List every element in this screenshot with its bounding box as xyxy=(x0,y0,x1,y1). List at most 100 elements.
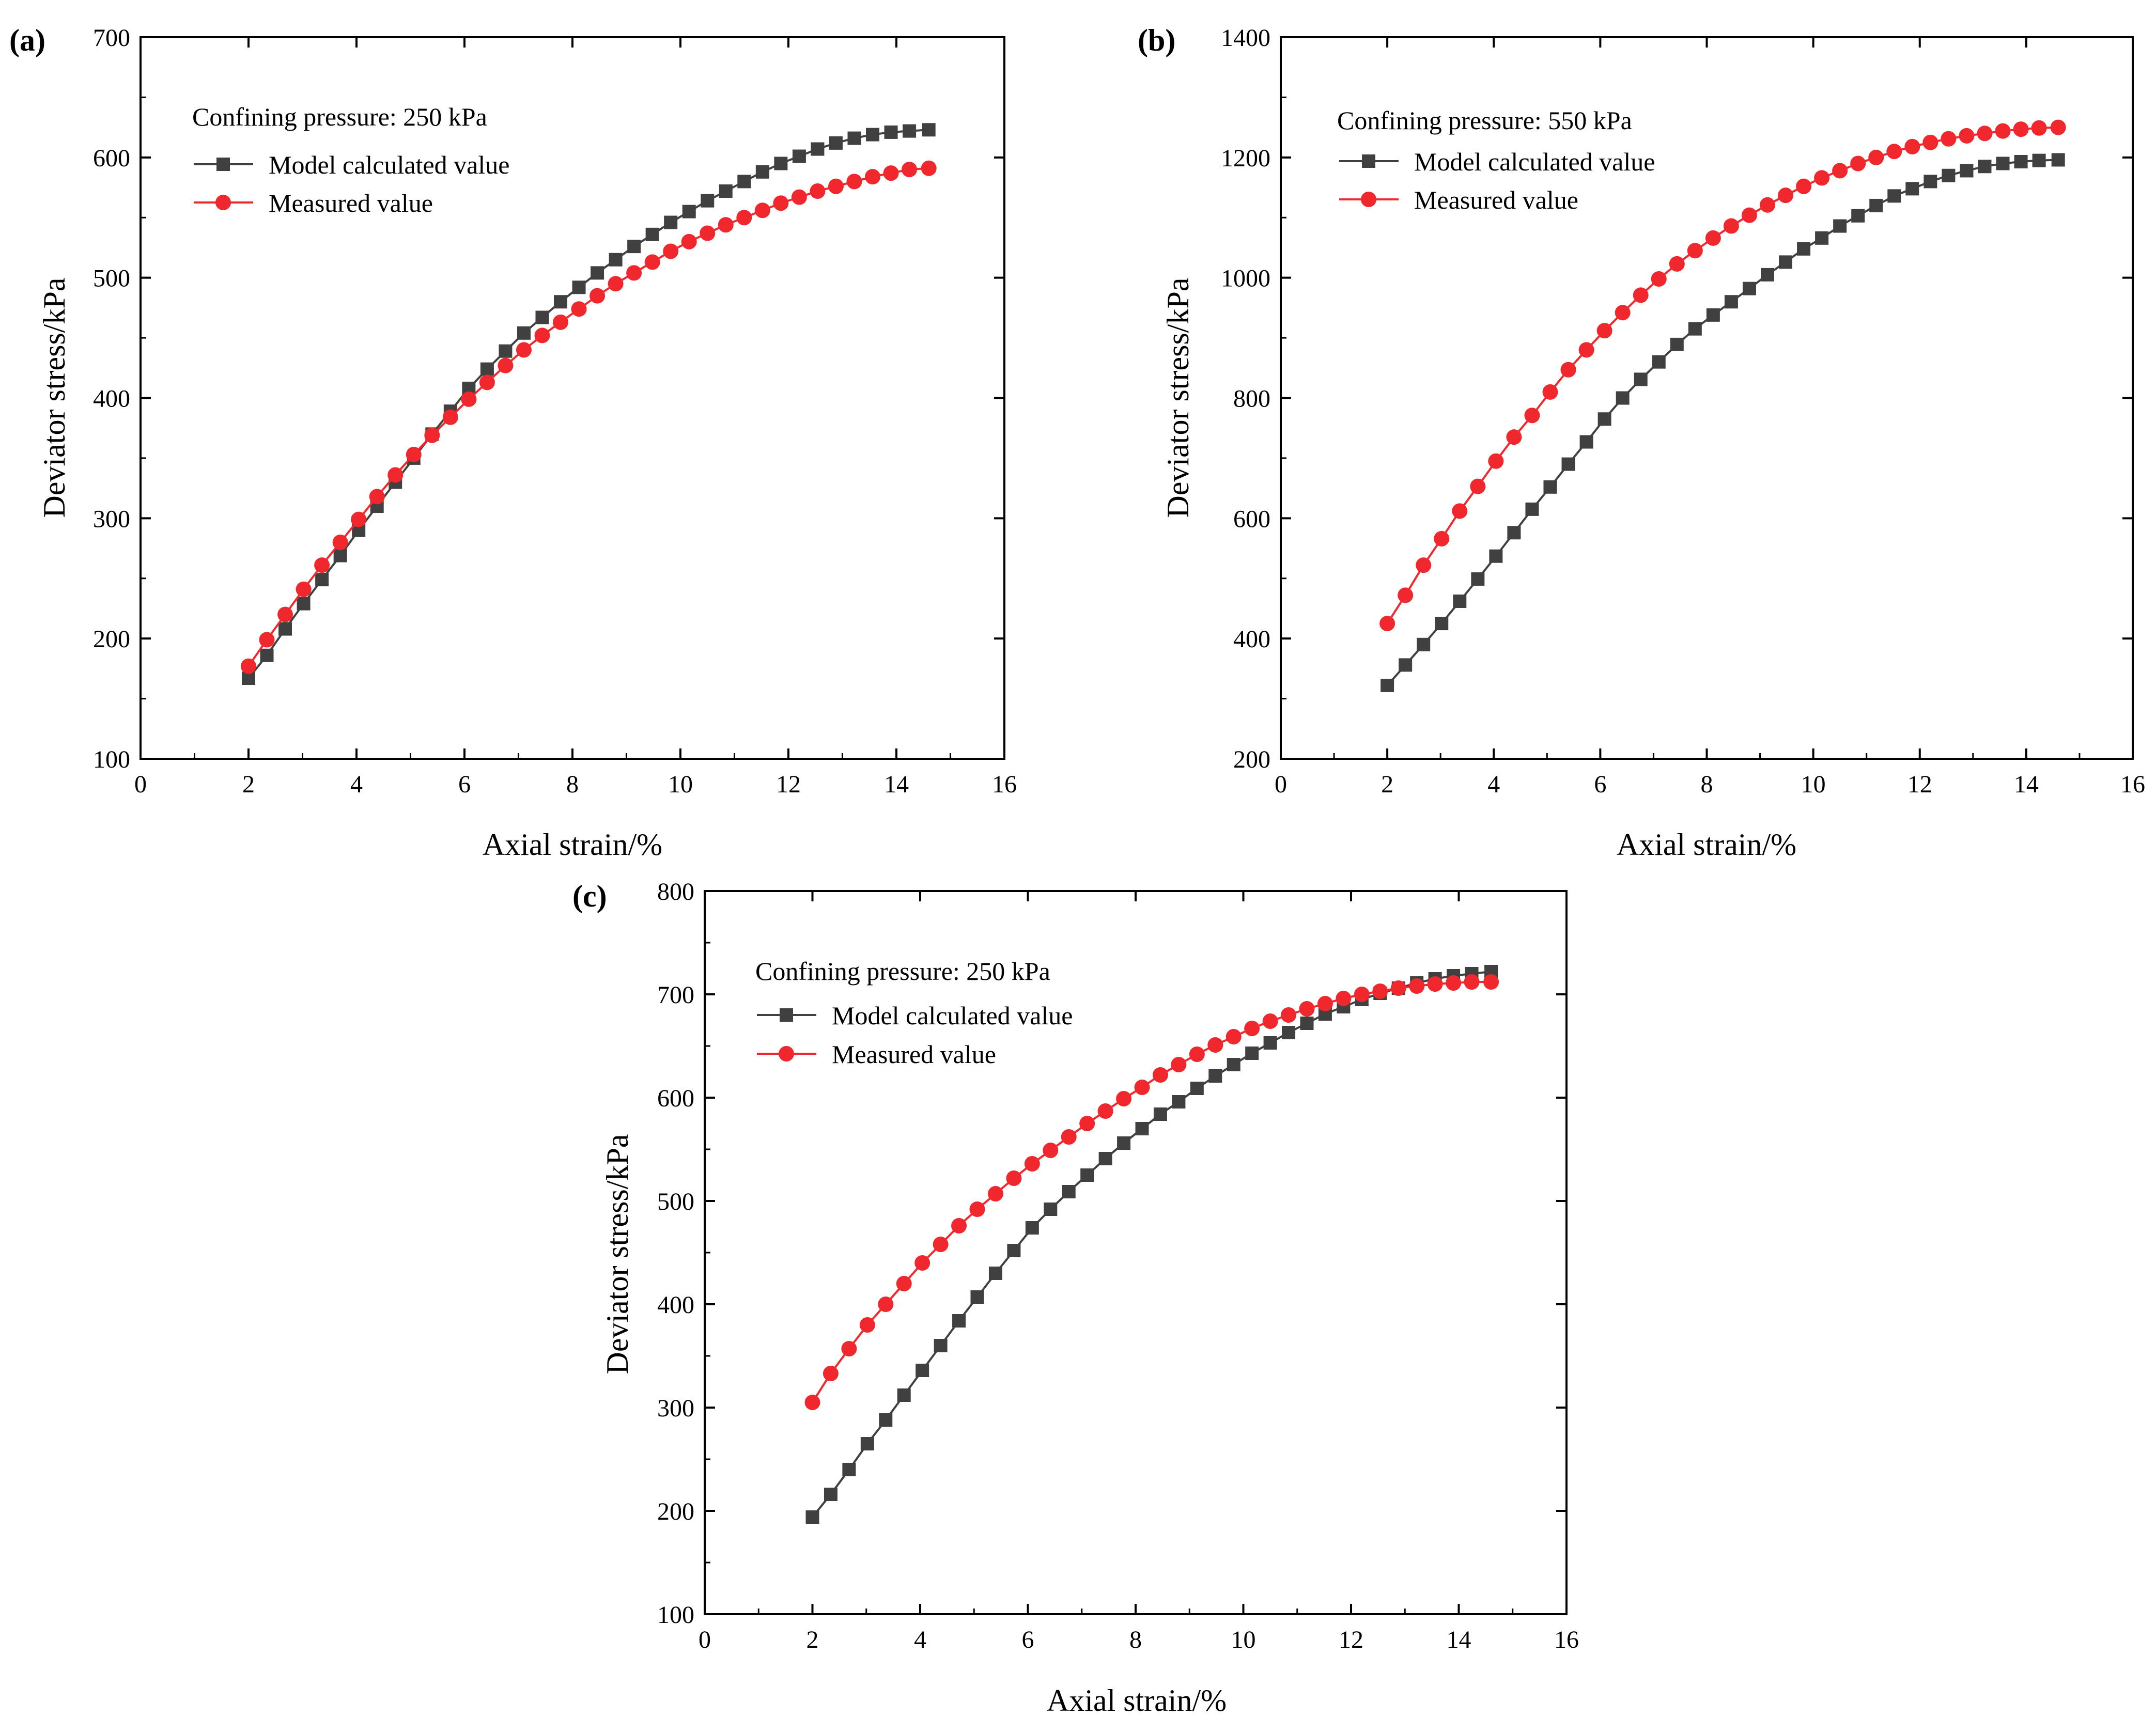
panel-c-measured-point xyxy=(804,1395,820,1410)
panel-c-measured-point xyxy=(841,1341,857,1356)
panel-b-x-tick-label-6: 6 xyxy=(1594,771,1606,798)
panel-c-model-point xyxy=(842,1463,856,1476)
panel-c-model-point xyxy=(1172,1095,1186,1109)
panel-a-measured-point xyxy=(810,183,826,199)
panel-b-model-point xyxy=(1924,175,1937,189)
panel-b-model-point xyxy=(1706,308,1720,322)
panel-b-measured-point xyxy=(1814,170,1830,186)
panel-c-model-point xyxy=(1263,1036,1277,1050)
panel-a-y-tick-label-600: 600 xyxy=(93,145,130,172)
panel-c-measured-point xyxy=(1134,1080,1150,1095)
panel-a-model-point xyxy=(701,194,715,208)
panel-c-measured-point xyxy=(823,1366,839,1381)
panel-c-measured-point xyxy=(896,1276,912,1291)
panel-c-model-point xyxy=(879,1413,893,1427)
panel-b-legend-model-label: Model calculated value xyxy=(1414,147,1655,176)
panel-b-measured-point xyxy=(1596,323,1612,339)
panel-b: (b) 0 2 4 6 8 10 12 14 16 200 400 600 800 1000 1200 140… xyxy=(1138,23,2145,862)
panel-b-model-point xyxy=(1996,157,2010,170)
panel-a-model-point xyxy=(774,157,788,170)
panel-c-model-point xyxy=(1153,1107,1167,1121)
panel-a-measured-point xyxy=(791,189,807,205)
panel-c-measured-point xyxy=(1171,1057,1187,1072)
panel-b-measured-point xyxy=(1488,453,1504,469)
panel-a-measured-point xyxy=(700,225,716,241)
panel-b-y-tick-label-1000: 1000 xyxy=(1221,265,1270,292)
panel-b-model-point xyxy=(1869,198,1883,212)
panel-b-measured-point xyxy=(1379,616,1395,632)
panel-b-x-tick-label-14: 14 xyxy=(2014,771,2039,798)
panel-b-measured-point xyxy=(1434,530,1450,547)
panel-c-measured-point xyxy=(859,1317,875,1333)
panel-a-measured-point xyxy=(259,632,275,648)
panel-b-model-point xyxy=(1579,435,1593,449)
panel-c-x-tick-label-16: 16 xyxy=(1554,1626,1579,1653)
panel-b-measured-point xyxy=(1470,478,1486,494)
panel-b-model-point xyxy=(1453,594,1467,608)
panel-b-measured-point xyxy=(1398,587,1414,603)
panel-c-model-point xyxy=(1135,1122,1149,1135)
panel-a-legend-model-marker xyxy=(216,158,230,171)
panel-a-model-point xyxy=(847,131,861,145)
panel-a-model-point xyxy=(755,165,769,179)
panel-b-model-point xyxy=(2032,153,2046,167)
panel-a-model-point xyxy=(297,597,311,611)
panel-a-measured-point xyxy=(846,174,862,190)
panel-c-model-point xyxy=(1282,1026,1296,1039)
panel-c-model-point xyxy=(1117,1136,1131,1150)
panel-a-measured-point xyxy=(754,202,770,218)
panel-a-measured-point xyxy=(277,606,293,622)
panel-a-model-point xyxy=(278,622,292,636)
panel-a-measured-point xyxy=(865,169,881,185)
panel-c-measured-point xyxy=(1336,991,1352,1006)
panel-a-measured-point xyxy=(718,217,734,233)
panel-a-model-point xyxy=(792,149,806,163)
panel-c-measured-point xyxy=(1409,978,1425,994)
panel-b-measured-point xyxy=(2031,120,2047,136)
panel-c-x-tick-label-6: 6 xyxy=(1022,1626,1034,1653)
panel-a-model-point xyxy=(682,205,696,218)
panel-b-measured-point xyxy=(1886,144,1902,160)
panel-c-x-tick-label-14: 14 xyxy=(1447,1626,1471,1653)
panel-b-measured-point xyxy=(1832,163,1848,179)
panel-c-measured-point xyxy=(1189,1047,1205,1062)
panel-b-model-point xyxy=(1471,572,1485,586)
panel-c-measured-point xyxy=(1262,1013,1278,1029)
panel-a-measured-point xyxy=(553,314,569,330)
panel-c-measured-point xyxy=(1043,1143,1059,1158)
panel-b-measured-point xyxy=(1922,134,1938,150)
panel-a-model-point xyxy=(866,128,880,142)
panel-c-y-tick-label-200: 200 xyxy=(657,1498,694,1525)
panel-c-measured-point xyxy=(1390,980,1406,996)
panel-a-measured-point xyxy=(461,391,477,407)
panel-b-measured-point xyxy=(1868,149,1884,165)
panel-c-model-point xyxy=(1245,1047,1259,1060)
panel-b-y-tick-label-600: 600 xyxy=(1233,505,1270,533)
panel-a-y-tick-label-400: 400 xyxy=(93,385,130,413)
panel-a-x-tick-label-10: 10 xyxy=(668,771,693,798)
panel-b-model-point xyxy=(1652,355,1666,369)
panel-a-measured-point xyxy=(571,301,587,317)
panel-b-model-point xyxy=(1399,658,1413,672)
panel-c-x-tick-label-8: 8 xyxy=(1129,1626,1142,1653)
panel-a-model-point xyxy=(811,142,825,156)
panel-b-model-point xyxy=(1489,549,1503,563)
panel-c-y-axis-title: Deviator stress/kPa xyxy=(600,1134,634,1375)
panel-a-y-tick-label-100: 100 xyxy=(93,746,130,773)
panel-b-model-point xyxy=(1634,372,1648,386)
panel-c-ticks: 0 2 4 6 8 10 12 14 16 100 200 300 400 500 600 700 800 xyxy=(657,878,1579,1653)
panel-b-measured-point xyxy=(1615,305,1631,321)
panel-c-measured-point xyxy=(1244,1021,1260,1036)
panel-b-y-tick-label-400: 400 xyxy=(1233,626,1270,653)
panel-b-measured-point xyxy=(1796,178,1812,194)
panel-b-measured-point xyxy=(1651,271,1667,287)
panel-c-model-point xyxy=(860,1437,874,1450)
panel-c-measured-point xyxy=(987,1186,1003,1201)
panel-b-x-tick-label-16: 16 xyxy=(2120,771,2145,798)
panel-a-x-tick-label-12: 12 xyxy=(776,771,801,798)
panel-b-model-point xyxy=(1851,209,1865,223)
panel-c-measured-point xyxy=(1483,974,1499,990)
panel-c-measured-point xyxy=(1006,1170,1022,1186)
